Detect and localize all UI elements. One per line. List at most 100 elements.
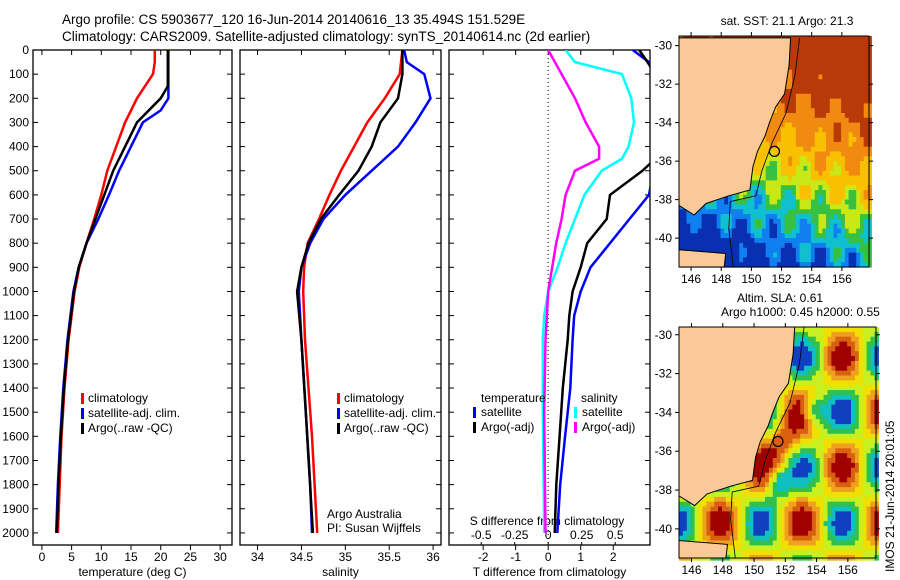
map-cell — [856, 36, 861, 42]
map-cell — [799, 228, 804, 234]
map-cell — [746, 190, 752, 196]
map-cell — [788, 530, 793, 537]
map-cell — [722, 492, 727, 498]
map-cell — [854, 511, 860, 517]
map-cell — [860, 103, 865, 109]
map-cell — [851, 399, 856, 406]
map-cell — [848, 204, 853, 210]
map-cell — [686, 228, 691, 234]
map-cell — [746, 214, 752, 220]
map-cell — [847, 526, 852, 532]
map-cell — [819, 419, 825, 425]
map-cell — [804, 448, 809, 454]
map-cell — [851, 501, 856, 508]
x2-tick-label: 0.5 — [607, 528, 624, 542]
map-cell — [822, 137, 827, 143]
map-cell — [811, 506, 817, 513]
map-cell — [822, 79, 827, 85]
map-cell — [758, 194, 763, 201]
map-cell — [739, 228, 744, 234]
map-cell — [848, 238, 853, 244]
map-cell — [706, 530, 711, 537]
map-cell — [852, 40, 857, 47]
map-cell — [833, 45, 838, 51]
map-cell — [866, 482, 872, 488]
map-cell — [808, 399, 813, 406]
map-cell — [807, 69, 812, 76]
map-cell — [768, 453, 774, 459]
map-cell — [792, 122, 797, 128]
map-cell — [863, 69, 869, 76]
map-cell — [851, 530, 856, 537]
map-cell — [829, 50, 835, 56]
map-cell — [843, 506, 848, 513]
map-cell — [854, 467, 860, 474]
map-cell — [777, 247, 782, 254]
map-cell — [843, 375, 848, 381]
map-cell — [818, 257, 823, 263]
map-cell — [860, 209, 865, 215]
map-cell — [854, 380, 860, 386]
map-cell — [735, 194, 740, 201]
map-cell — [795, 223, 801, 230]
map-cell — [725, 530, 731, 537]
map-cell — [731, 257, 737, 263]
map-cell — [822, 74, 827, 80]
map-cell — [694, 530, 700, 537]
map-cell — [776, 526, 782, 532]
map-cell — [739, 199, 744, 205]
map-cell — [858, 506, 864, 513]
map-cell — [858, 511, 864, 517]
map-cell — [856, 141, 861, 148]
map-cell — [837, 223, 842, 230]
map-cell — [858, 472, 864, 479]
map-cell — [829, 69, 835, 76]
map-cell — [710, 501, 715, 508]
map-cell — [867, 93, 872, 100]
map-cell — [725, 501, 731, 508]
map-cell — [811, 526, 817, 532]
map-cell — [844, 214, 850, 220]
map-cell — [757, 535, 762, 542]
map-cell — [839, 414, 844, 420]
map-cell — [686, 535, 692, 542]
map-cell — [679, 496, 684, 503]
map-cell — [800, 477, 805, 483]
map-cell — [829, 127, 835, 133]
legend-label: climatology — [344, 391, 404, 405]
map-cell — [829, 84, 835, 90]
map-cell — [803, 108, 808, 114]
map-cell — [761, 472, 766, 479]
map-cell — [844, 93, 850, 100]
map-cell — [784, 214, 789, 220]
map-cell — [863, 161, 869, 167]
map-cell — [729, 521, 735, 527]
map-cell — [823, 453, 829, 459]
map-cell — [867, 127, 872, 133]
map-cell — [777, 108, 782, 114]
map-cell — [792, 141, 797, 148]
map-cell — [769, 252, 774, 258]
map-cell — [851, 331, 856, 338]
map-cell — [844, 117, 850, 124]
map-cell — [739, 262, 744, 268]
map-cell — [690, 530, 696, 537]
map-cell — [837, 218, 842, 225]
map-cell — [733, 535, 739, 542]
map-cell — [743, 228, 748, 234]
map-cell — [831, 351, 836, 357]
map-cell — [776, 487, 782, 493]
map-cell — [862, 487, 868, 493]
map-cell — [851, 506, 856, 513]
map-cell — [839, 511, 844, 517]
map-cell — [831, 438, 836, 445]
map-cell — [784, 394, 789, 401]
map-cell — [854, 428, 860, 435]
map-cell — [728, 214, 733, 220]
map-cell — [739, 252, 744, 258]
map-cell — [874, 419, 879, 425]
map-cell — [848, 146, 853, 153]
map-cell — [772, 453, 778, 459]
map-cell — [712, 218, 718, 225]
map-cell — [811, 477, 817, 483]
